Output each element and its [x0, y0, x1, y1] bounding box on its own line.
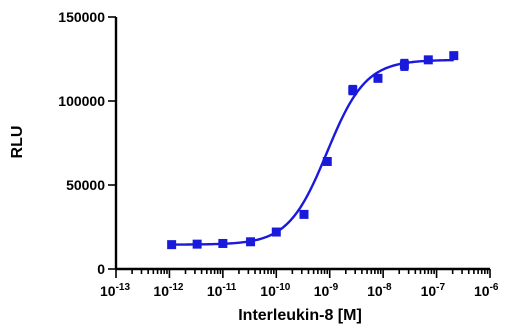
x-tick-label: 10-11: [207, 282, 237, 299]
data-point: [271, 227, 281, 237]
x-tick-label: 10-13: [100, 282, 130, 299]
fit-curve: [171, 58, 454, 246]
data-point: [167, 240, 177, 250]
y-tick-label: 100000: [58, 93, 105, 109]
data-point: [373, 73, 383, 83]
x-tick-label: 10-6: [474, 282, 499, 299]
x-tick-label: 10-9: [314, 282, 339, 299]
x-tick-label: 10-8: [367, 282, 392, 299]
y-axis-title: RLU: [9, 126, 26, 159]
data-point: [192, 239, 202, 249]
data-point: [348, 85, 358, 95]
data-point: [449, 51, 459, 61]
data-point: [322, 156, 332, 166]
x-axis-title: Interleukin-8 [M]: [238, 307, 362, 324]
data-point: [399, 60, 409, 70]
data-point: [218, 238, 228, 248]
data-point: [423, 55, 433, 65]
x-tick-label: 10-7: [421, 282, 446, 299]
y-tick-label: 50000: [66, 177, 105, 193]
x-tick-label: 10-12: [153, 282, 183, 299]
y-tick-label: 0: [97, 261, 105, 277]
x-tick-label: 10-10: [260, 282, 290, 299]
data-point: [299, 209, 309, 219]
data-point: [246, 237, 256, 247]
y-tick-label: 150000: [58, 9, 105, 25]
